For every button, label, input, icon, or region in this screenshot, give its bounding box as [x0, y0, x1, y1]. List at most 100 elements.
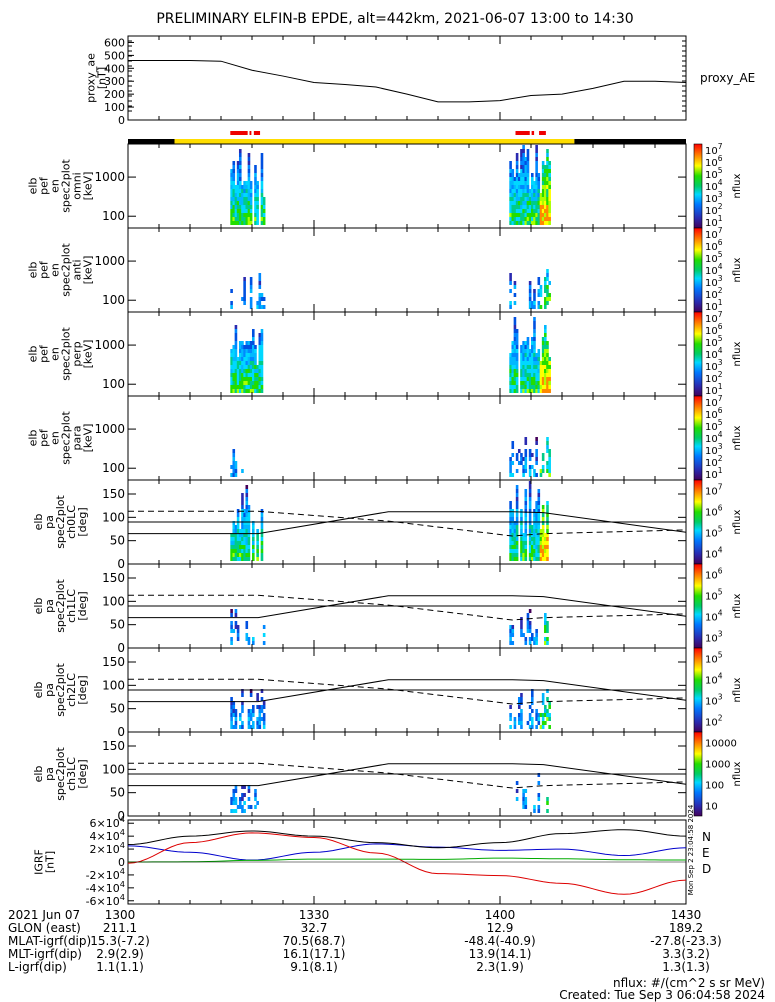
spec2plot_ch1LC-ylabel-line: pa — [43, 599, 56, 613]
spec2plot_ch1LC-cell — [511, 641, 515, 645]
spec2plot_ch0LC-cell — [524, 509, 528, 513]
spec2plot_ch1LC-cell — [262, 625, 266, 629]
spec2plot_perp-cell — [526, 357, 530, 361]
spec2plot_ch0LC-cell — [522, 545, 525, 549]
spec2plot_omni-cell — [238, 157, 242, 161]
spec2plot_perp-cell — [541, 337, 545, 341]
spec2plot_omni-cell — [546, 153, 549, 157]
spec2plot_ch0LC-cell — [528, 525, 532, 529]
orbit-row-label: L-igrf(dip) — [8, 960, 67, 974]
spec2plot_ch0LC-cell — [546, 521, 549, 525]
spec2plot_omni-cell — [511, 201, 515, 205]
spec2plot_anti-cell — [513, 301, 517, 305]
spec2plot_para-cell — [528, 457, 532, 461]
night-bar — [128, 139, 175, 144]
spec2plot_ch0LC-cell — [515, 545, 519, 549]
spec2plot_ch0LC-cell — [247, 513, 251, 517]
spec2plot_ch2LC-cell — [531, 693, 534, 697]
spec2plot_omni-cell — [535, 169, 538, 173]
spec2plot_para-cell — [535, 457, 538, 461]
spec2plot_perp-cell — [524, 361, 528, 365]
spec2plot_perp-cell — [522, 345, 525, 349]
spec2plot_omni-cell — [546, 149, 549, 153]
spec2plot_ch1LC-cell — [262, 641, 266, 645]
spec2plot_omni-cell — [531, 173, 534, 177]
spec2plot_ch0LC-cell — [234, 529, 238, 533]
spec2plot_anti-cell — [544, 301, 547, 305]
spec2plot_omni-cell — [238, 169, 242, 173]
spec2plot_omni-cell — [524, 201, 528, 205]
spec2plot_omni-cell — [256, 197, 259, 201]
spec2plot_omni-cell — [260, 161, 264, 165]
spec2plot_perp-cell — [252, 337, 255, 341]
spec2plot_omni-cell — [548, 205, 551, 209]
spec2plot_omni-cell — [232, 177, 236, 181]
spec2plot_omni-cell — [511, 205, 515, 209]
spec2plot_ch2LC-cell — [520, 725, 523, 729]
proxy-ae-series-label: proxy_AE — [700, 71, 755, 85]
spec2plot_anti-cell — [533, 301, 536, 305]
spec2plot_omni-cell — [515, 173, 519, 177]
orbit-row-label: GLON (east) — [8, 921, 81, 935]
spec2plot_ch0LC-cell — [522, 557, 525, 561]
igrf-ytick-label: -6×104 — [86, 892, 125, 908]
spec2plot_ch2LC-cell — [256, 705, 259, 709]
spec2plot_anti-cell — [528, 281, 532, 285]
spec2plot_ch1LC-cell — [252, 641, 255, 645]
spec2plot_para-cell — [528, 453, 532, 457]
spec2plot_perp-cell — [249, 377, 253, 381]
spec2plot_para-cell — [541, 453, 545, 457]
spec2plot_perp-cell — [232, 385, 236, 389]
spec2plot_omni-cell — [245, 201, 249, 205]
spec2plot_omni-ylabel-line: elb — [27, 178, 40, 195]
spec2plot_perp-cell — [260, 373, 264, 377]
spec2plot_omni-cell — [238, 185, 242, 189]
spec2plot_omni-cell — [520, 161, 523, 165]
spec2plot_perp-cell — [528, 361, 532, 365]
spec2plot_omni-cell — [236, 173, 240, 177]
spec2plot_omni-cell — [533, 217, 536, 221]
spec2plot_perp-cell — [513, 357, 517, 361]
spec2plot_ch2LC-cell — [260, 717, 264, 721]
spec2plot_omni-cell — [524, 221, 528, 225]
spec2plot_perp-cell — [230, 353, 233, 357]
spec2plot_ch0LC-cell — [238, 549, 242, 553]
spec2plot_ch0LC-cell — [528, 509, 532, 513]
spec2plot_ch3LC-cell — [522, 805, 525, 809]
spec2plot_anti-frame — [127, 227, 687, 313]
spec2plot_ch0LC-cell — [513, 553, 517, 557]
spec2plot_omni-cell — [535, 165, 538, 169]
spec2plot_anti-cell — [230, 289, 233, 293]
spec2plot_ch0LC-cell — [245, 557, 249, 561]
spec2plot_perp-cell — [533, 373, 536, 377]
spec2plot_perp-cell — [249, 353, 253, 357]
spec2plot_ch0LC-cell — [241, 501, 244, 505]
spec2plot_perp-cell — [533, 349, 536, 353]
spec2plot_anti-cell — [249, 301, 253, 305]
spec2plot_anti-cell — [539, 305, 543, 309]
spec2plot_ch2LC-cell — [541, 725, 545, 729]
spec2plot_ch2LC-cell — [541, 693, 545, 697]
spec2plot_perp-cell — [249, 385, 253, 389]
spec2plot_anti-cell — [537, 281, 541, 285]
spec2plot_omni-cell — [509, 205, 512, 209]
spec2plot_omni-cell — [247, 169, 251, 173]
spec2plot_omni-cell — [535, 161, 538, 165]
spec2plot_omni-colorbar-label: nflux — [732, 173, 743, 198]
spec2plot_para-ylabel-line: en — [49, 431, 62, 445]
spec2plot_perp-cell — [522, 369, 525, 373]
spec2plot_ch1LC-antilosscone-line — [128, 594, 687, 621]
spec2plot_omni-cell — [236, 177, 240, 181]
spec2plot_omni-cell — [544, 193, 547, 197]
spec2plot_anti-ylabel-line: anti — [71, 259, 84, 280]
spec2plot_anti-ylabel-line: [keV] — [82, 256, 95, 285]
spec2plot_ch0LC-cell — [541, 517, 545, 521]
spec2plot_perp-cell — [533, 345, 536, 349]
spec2plot_ch0LC-cell — [535, 513, 538, 517]
spec2plot_perp-cell — [249, 341, 253, 345]
spec2plot_ch0LC-cell — [535, 545, 538, 549]
side-timestamp: Mon Sep 2 23:04:58 2024 — [687, 804, 695, 895]
spec2plot_ch0LC-cell — [245, 489, 249, 493]
spec2plot_omni-cell — [528, 197, 532, 201]
spec2plot_ch0LC-cell — [544, 545, 547, 549]
